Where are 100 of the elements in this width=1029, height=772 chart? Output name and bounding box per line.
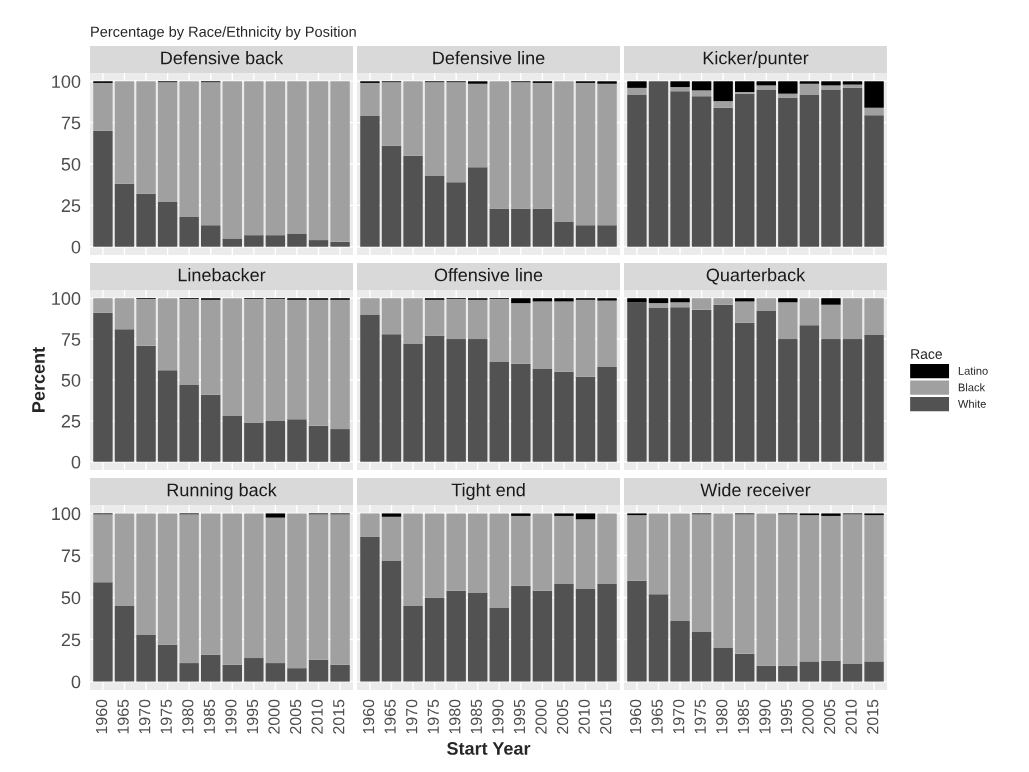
y-tick-label: 75 <box>61 116 81 130</box>
bar <box>114 513 135 606</box>
legend-label: Black <box>958 383 986 392</box>
bar <box>93 130 113 247</box>
bar <box>93 82 113 131</box>
bar <box>287 668 307 682</box>
bar <box>136 193 156 247</box>
x-tick-label: 1965 <box>117 699 129 734</box>
bar <box>403 298 423 344</box>
x-tick-label: 1970 <box>139 699 151 734</box>
bar <box>308 514 329 660</box>
bar <box>691 631 712 682</box>
bar <box>330 81 350 242</box>
bar <box>468 513 488 593</box>
bar <box>713 304 733 462</box>
bar <box>864 661 884 682</box>
bar <box>627 94 647 247</box>
bar <box>554 221 574 247</box>
bar <box>778 665 798 682</box>
y-tick-label: 50 <box>61 591 81 605</box>
x-tick-label: 2005 <box>556 699 569 734</box>
bar <box>799 83 820 95</box>
x-tick-label: 1990 <box>759 699 771 734</box>
bar <box>842 514 863 664</box>
bar <box>114 81 135 184</box>
bar <box>157 202 178 247</box>
bar <box>532 82 553 209</box>
bar <box>597 298 617 301</box>
legend-label: Latino <box>958 366 988 375</box>
x-tick-label: 1985 <box>470 699 483 734</box>
bar <box>532 590 553 682</box>
bar <box>157 513 178 645</box>
x-tick-label: 1965 <box>651 699 663 734</box>
x-tick-label: 2000 <box>802 699 814 734</box>
bar <box>381 145 402 247</box>
y-tick-label: 0 <box>71 455 81 469</box>
x-tick-label: 1995 <box>780 699 793 734</box>
bar <box>222 238 242 247</box>
chart-title: Kicker/punter <box>703 51 809 68</box>
bar <box>670 298 690 303</box>
bar <box>864 515 884 662</box>
bar <box>532 368 553 462</box>
bar <box>179 216 199 247</box>
bar <box>446 513 466 591</box>
bar <box>179 663 199 682</box>
bar <box>648 308 669 462</box>
bar <box>179 514 199 664</box>
y-tick-label: 100 <box>52 292 81 305</box>
bar <box>756 298 776 311</box>
bar <box>330 514 350 665</box>
legend-label: White <box>957 399 986 408</box>
bar <box>446 339 466 462</box>
bar <box>330 429 350 462</box>
y-tick-label: 75 <box>61 549 81 563</box>
bar <box>222 298 242 416</box>
bar <box>821 515 841 661</box>
bar <box>511 513 531 516</box>
bar <box>287 299 307 420</box>
bar <box>201 299 221 395</box>
bar <box>201 394 221 462</box>
bar <box>157 298 178 371</box>
bar <box>136 345 156 462</box>
bar <box>670 302 690 308</box>
chart-title: Running back <box>167 483 277 500</box>
bar <box>511 208 531 247</box>
bar <box>381 516 402 561</box>
bar <box>330 664 350 682</box>
x-tick-label: 2015 <box>333 699 345 734</box>
bar <box>648 298 669 304</box>
bar <box>575 82 596 226</box>
bar <box>670 307 690 462</box>
bar <box>756 81 776 86</box>
bar <box>468 81 488 84</box>
bar <box>842 298 863 340</box>
bar <box>735 653 755 682</box>
bar <box>381 334 402 462</box>
text: Percentage by Race/Ethnicity by Position <box>91 26 356 40</box>
bar <box>446 82 466 183</box>
bar <box>222 416 242 462</box>
bar <box>691 309 712 462</box>
bar <box>597 300 617 367</box>
bar <box>201 82 221 226</box>
bar <box>648 594 669 682</box>
y-tick-label: 25 <box>61 633 81 647</box>
bar <box>360 298 380 315</box>
x-tick-label: 1980 <box>182 699 194 734</box>
bar <box>778 302 798 340</box>
y-tick-label: 25 <box>61 414 81 428</box>
bar <box>360 116 380 247</box>
bar <box>691 96 712 247</box>
bar <box>511 82 531 209</box>
x-tick-label: 2005 <box>823 699 836 734</box>
bar <box>597 366 617 462</box>
bar <box>756 310 776 462</box>
bar <box>157 370 178 462</box>
bar <box>308 240 329 247</box>
x-tick-label: 1965 <box>384 699 396 734</box>
bar <box>648 513 669 595</box>
bar <box>799 515 820 662</box>
chart-title: Tight end <box>451 483 525 500</box>
